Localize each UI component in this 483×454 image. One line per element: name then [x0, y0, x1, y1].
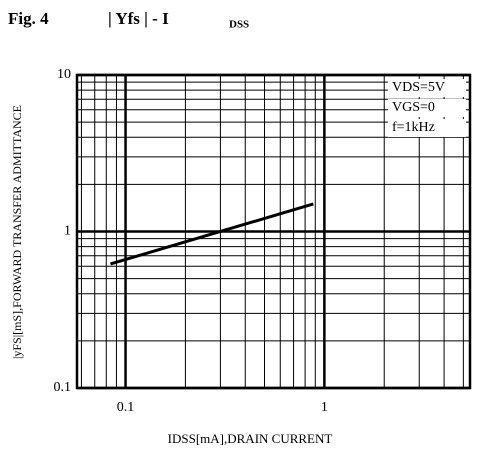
x-tick-label: 0.1: [117, 400, 135, 415]
annotation-bg: [388, 79, 466, 97]
y-tick-label: 1: [64, 224, 71, 239]
title-subscript: DSS: [229, 19, 249, 31]
annotation-bg: [388, 119, 466, 137]
annotation: VDS=5V: [392, 80, 445, 95]
x-tick-label: 1: [321, 400, 328, 415]
y-tick-label: 0.1: [54, 380, 72, 395]
title-formula: | Yfs | - I: [108, 9, 169, 28]
x-axis-label: IDSS[mA],DRAIN CURRENT: [168, 431, 333, 446]
annotation-bg: [388, 99, 466, 117]
chart-title: Fig. 4: [8, 9, 49, 28]
y-tick-label: 10: [57, 67, 71, 82]
y-axis-label: |yFS|[mS],FORWARD TRANSFER ADMITTANCE: [10, 105, 24, 359]
annotation: f=1kHz: [392, 120, 435, 135]
plot-frame: [75, 73, 472, 390]
data-line: [110, 202, 314, 266]
annotation: VGS=0: [392, 100, 435, 115]
